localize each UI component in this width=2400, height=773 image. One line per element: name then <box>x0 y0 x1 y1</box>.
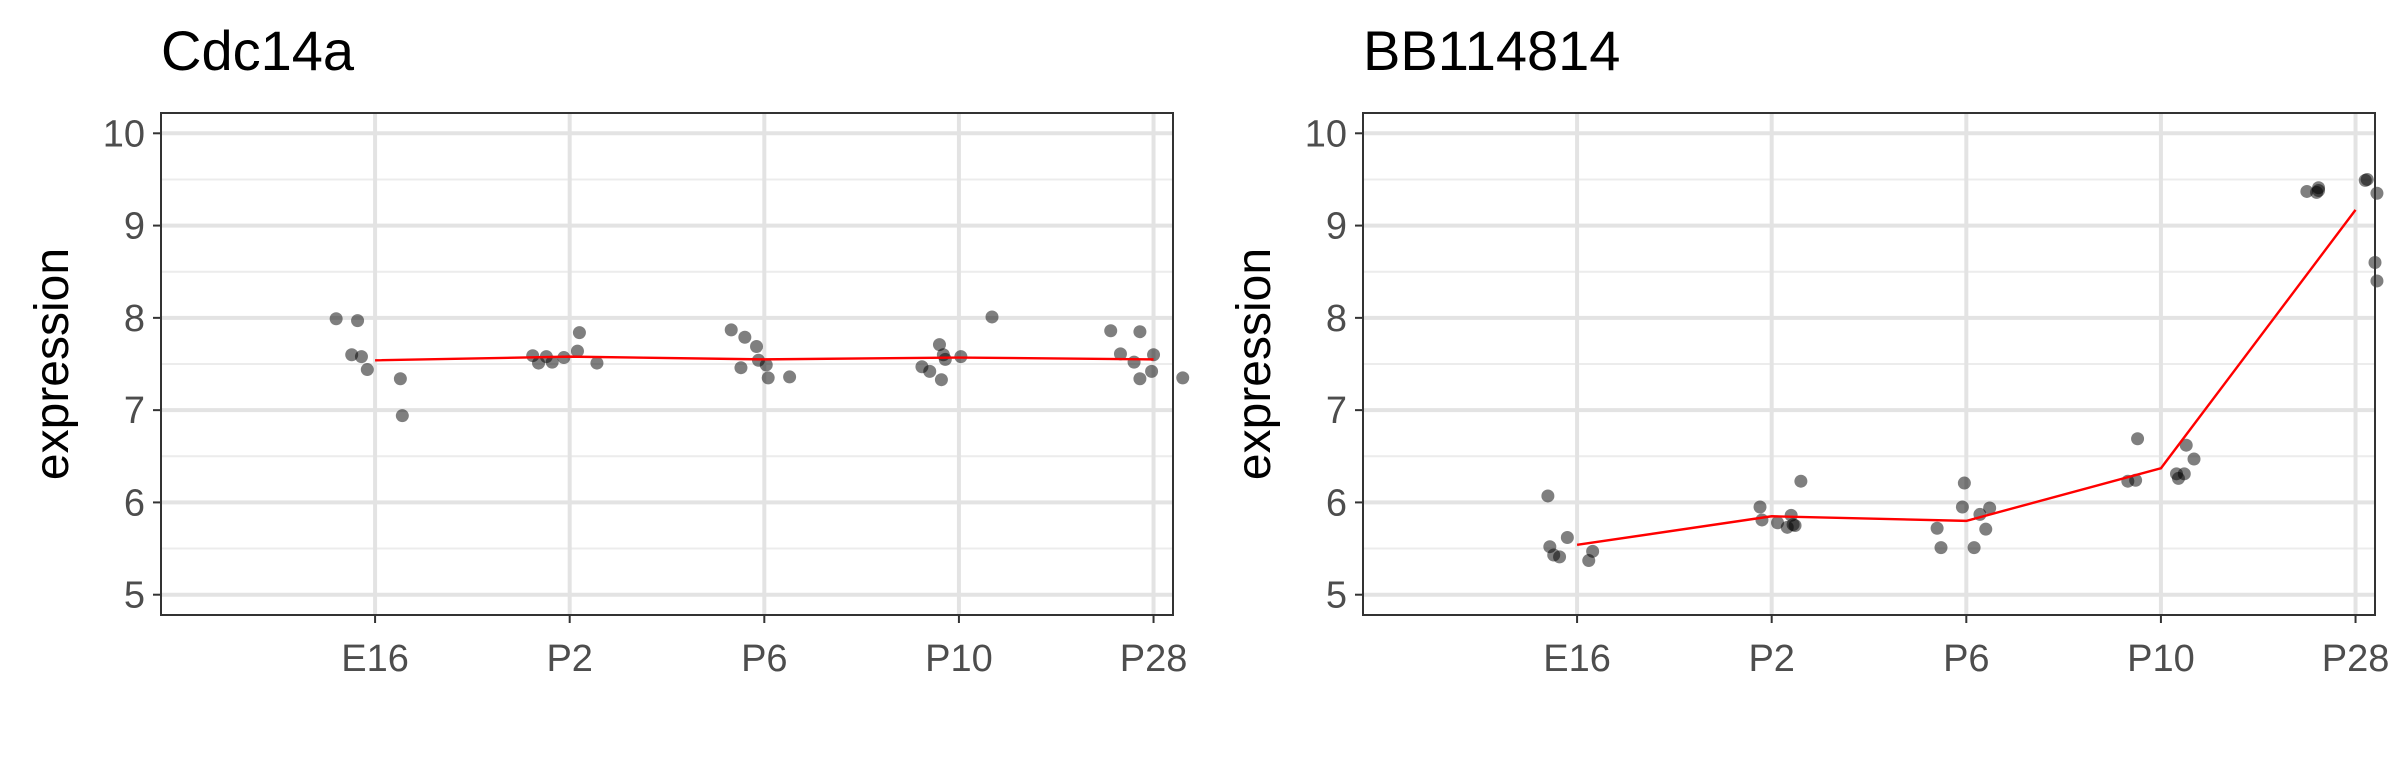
data-point-p28 <box>1133 325 1147 339</box>
y-tick-label: 5 <box>124 575 145 617</box>
data-point-p2 <box>545 355 559 369</box>
data-point-p6 <box>750 339 764 353</box>
mean-trend-line <box>375 355 1154 362</box>
data-point-p10 <box>2131 432 2145 446</box>
panel-bb114814: BB114814 expression 5 6 7 8 9 10 E16 P2 P6 P10 P28 <box>1228 19 2389 680</box>
y-tick-label: 8 <box>124 298 145 340</box>
y-tick-label: 10 <box>1305 113 1347 155</box>
data-point-p28 <box>1133 372 1147 386</box>
data-point-p28 <box>2370 274 2384 288</box>
data-point-e16 <box>360 363 374 377</box>
data-point-p28 <box>1147 348 1161 362</box>
data-point-e16 <box>395 409 409 423</box>
data-point-p10 <box>923 364 937 378</box>
data-point-p2 <box>1755 513 1769 527</box>
data-point-p10 <box>2187 452 2201 466</box>
data-point-p28 <box>1127 355 1141 369</box>
data-point-p6 <box>761 371 775 385</box>
panel-border <box>160 112 1174 616</box>
data-point-p28 <box>1113 347 1127 361</box>
data-point-p6 <box>738 330 752 344</box>
data-point-p6 <box>724 323 738 337</box>
data-point-e16 <box>1560 530 1574 544</box>
y-axis-label: expression <box>26 248 79 480</box>
data-point-p28 <box>1145 364 1159 378</box>
data-point-p10 <box>934 373 948 387</box>
x-tick-label-p28: P28 <box>1120 638 1188 680</box>
data-point-e16 <box>1553 550 1567 564</box>
data-point-p2 <box>1771 516 1785 530</box>
data-point-p28 <box>2312 184 2326 198</box>
data-point-p28 <box>1104 324 1118 338</box>
data-point-p28 <box>2300 184 2314 198</box>
x-tick-label-e16: E16 <box>341 638 409 680</box>
data-point-p28 <box>2370 186 2384 200</box>
data-point-p2 <box>590 356 604 370</box>
data-point-p6 <box>1983 501 1997 515</box>
data-point-p6 <box>759 358 773 372</box>
data-point-p28 <box>1176 371 1190 385</box>
y-tick-label: 8 <box>1326 298 1347 340</box>
y-tick-label: 7 <box>124 390 145 432</box>
data-point-e16 <box>354 350 368 364</box>
data-point-e16 <box>345 348 359 362</box>
data-point-p10 <box>2177 467 2191 481</box>
data-point-p6 <box>1955 500 1969 514</box>
data-point-p10 <box>985 310 999 324</box>
data-point-p6 <box>734 361 748 375</box>
data-point-e16 <box>1586 544 1600 558</box>
data-point-p2 <box>572 326 586 340</box>
chart-title: Cdc14a <box>161 19 355 82</box>
data-point-p2 <box>570 344 584 358</box>
y-tick-label: 6 <box>124 482 145 524</box>
y-axis-label: expression <box>1228 248 1281 480</box>
data-point-e16 <box>329 312 343 326</box>
y-tick-label: 10 <box>103 113 145 155</box>
data-point-p6 <box>1930 521 1944 535</box>
data-point-p6 <box>1967 541 1981 555</box>
x-tick-label-p2: P2 <box>1748 638 1794 680</box>
data-point-p2 <box>1794 474 1808 488</box>
panel-cdc14a: Cdc14a expression 5 6 7 8 9 10 E16 P2 P6 P10 P28 <box>26 19 1190 680</box>
data-point-e16 <box>393 372 407 386</box>
data-point-p2 <box>1788 518 1802 532</box>
y-tick-label: 5 <box>1326 575 1347 617</box>
data-point-p6 <box>1979 522 1993 536</box>
x-tick-label-p6: P6 <box>1943 638 1989 680</box>
x-tick-label-e16: E16 <box>1543 638 1611 680</box>
data-point-p10 <box>938 352 952 366</box>
data-point-p2 <box>1753 500 1767 514</box>
y-tick-label: 9 <box>1326 206 1347 248</box>
panel-border <box>1362 112 2376 616</box>
x-tick-label-p28: P28 <box>2322 638 2390 680</box>
data-point-p6 <box>783 370 797 384</box>
data-point-p6 <box>1934 541 1948 555</box>
mean-trend-line <box>1576 209 2357 547</box>
data-point-p6 <box>1957 476 1971 490</box>
x-tick-label-p10: P10 <box>2127 638 2195 680</box>
y-tick-label: 6 <box>1326 482 1347 524</box>
y-tick-label: 9 <box>124 206 145 248</box>
data-point-e16 <box>351 314 365 328</box>
data-point-p28 <box>2360 172 2374 186</box>
x-tick-label-p2: P2 <box>546 638 592 680</box>
y-tick-label: 7 <box>1326 390 1347 432</box>
data-point-p10 <box>2179 438 2193 452</box>
x-tick-label-p10: P10 <box>925 638 993 680</box>
data-point-p10 <box>932 338 946 352</box>
chart-title: BB114814 <box>1363 19 1620 82</box>
x-tick-label-p6: P6 <box>741 638 787 680</box>
data-point-e16 <box>1541 489 1555 503</box>
